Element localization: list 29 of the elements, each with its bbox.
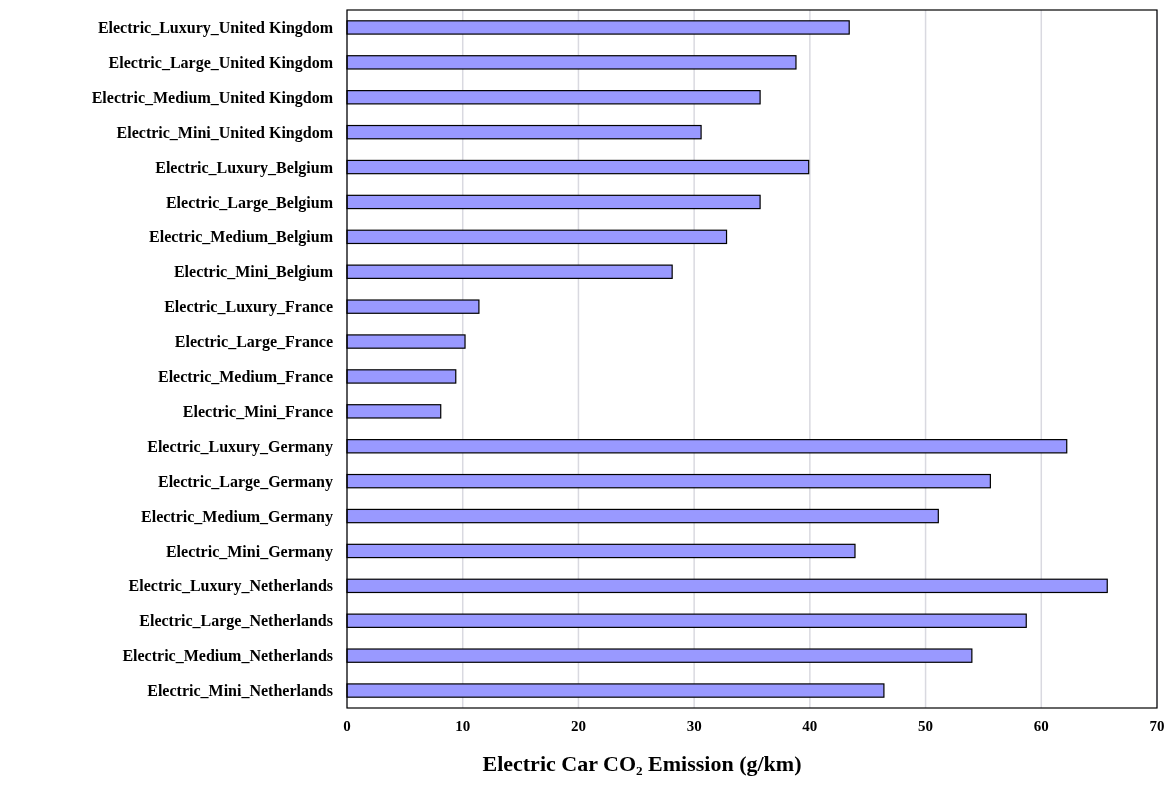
y-tick-label: Electric_Mini_Netherlands: [147, 682, 333, 700]
x-tick-label: 10: [455, 718, 471, 734]
y-tick-label: Electric_Medium_France: [157, 368, 333, 386]
x-tick-label: 60: [1033, 718, 1049, 734]
y-tick-label: Electric_Medium_Netherlands: [122, 647, 333, 665]
y-tick-label: Electric_Mini_United Kingdom: [116, 123, 334, 142]
y-tick-label: Electric_Mini_Germany: [165, 542, 333, 561]
x-tick-label: 0: [343, 718, 351, 734]
x-tick-label: 50: [918, 718, 934, 734]
y-tick-label: Electric_Mini_Belgium: [173, 263, 334, 282]
x-tick-label: 70: [1149, 718, 1165, 734]
y-tick-label: Electric_Large_Germany: [157, 472, 333, 491]
x-axis-title: Electric Car CO₂ Emission (g/km): [482, 751, 802, 776]
y-tick-label: Electric_Luxury_Belgium: [155, 158, 334, 177]
x-tick-label: 40: [802, 718, 818, 734]
y-tick-label: Electric_Luxury_United Kingdom: [97, 19, 334, 38]
y-tick-label: Electric_Mini_France: [182, 402, 333, 420]
y-tick-label: Electric_Luxury_Germany: [147, 437, 333, 456]
y-tick-label: Electric_Luxury_France: [164, 298, 333, 317]
y-tick-label: Electric_Medium_United Kingdom: [91, 88, 334, 107]
y-tick-label: Electric_Luxury_Netherlands: [128, 577, 333, 596]
x-tick-label: 30: [686, 718, 702, 734]
y-tick-label: Electric_Medium_Germany: [141, 507, 333, 526]
y-tick-label: Electric_Large_United Kingdom: [108, 53, 334, 72]
y-tick-label: Electric_Medium_Belgium: [149, 228, 334, 247]
y-tick-label: Electric_Large_Belgium: [165, 193, 334, 212]
x-tick-label: 20: [570, 718, 586, 734]
y-tick-label: Electric_Large_France: [174, 333, 333, 352]
y-tick-label: Electric_Large_Netherlands: [139, 612, 333, 631]
